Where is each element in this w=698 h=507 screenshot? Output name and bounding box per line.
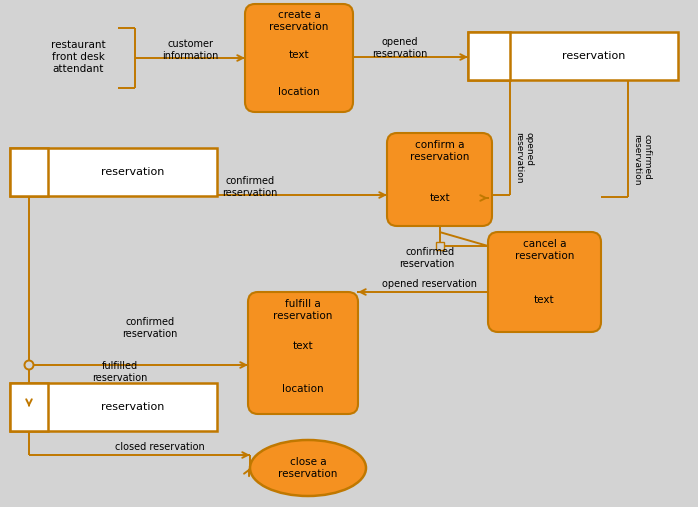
Bar	[468, 32, 678, 80]
Bar	[10, 148, 48, 196]
Text: customer
information: customer information	[162, 39, 218, 61]
Text: reservation: reservation	[101, 167, 164, 177]
Text: text: text	[429, 193, 450, 203]
Bar	[10, 383, 217, 431]
Bar	[10, 383, 48, 431]
Text: restaurant
front desk
attendant: restaurant front desk attendant	[51, 41, 105, 74]
Bar	[468, 32, 510, 80]
Ellipse shape	[250, 440, 366, 496]
Text: opened
reservation: opened reservation	[514, 132, 533, 184]
FancyBboxPatch shape	[248, 292, 358, 414]
Text: confirmed
reservation: confirmed reservation	[632, 134, 651, 186]
Text: confirmed
reservation: confirmed reservation	[222, 176, 278, 198]
Text: location: location	[282, 384, 324, 394]
Text: opened
reservation: opened reservation	[372, 37, 428, 59]
FancyBboxPatch shape	[488, 232, 601, 332]
Text: text: text	[289, 50, 309, 60]
Text: text: text	[534, 295, 555, 305]
Text: cancel a
reservation: cancel a reservation	[515, 239, 574, 261]
Text: confirm a
reservation: confirm a reservation	[410, 140, 469, 162]
Text: confirmed
reservation: confirmed reservation	[122, 317, 178, 339]
Text: close a
reservation: close a reservation	[279, 457, 338, 479]
Text: fulfill a
reservation: fulfill a reservation	[274, 299, 333, 321]
Text: confirmed
reservation: confirmed reservation	[400, 247, 455, 269]
Text: text: text	[292, 341, 313, 351]
Text: closed reservation: closed reservation	[115, 442, 205, 452]
Text: reservation: reservation	[101, 402, 164, 412]
Text: fulfilled
reservation: fulfilled reservation	[92, 361, 148, 383]
Bar	[436, 242, 443, 250]
FancyBboxPatch shape	[245, 4, 353, 112]
Text: location: location	[279, 87, 320, 97]
Text: opened reservation: opened reservation	[383, 279, 477, 289]
Circle shape	[24, 360, 34, 370]
Text: reservation: reservation	[563, 51, 625, 61]
Text: create a
reservation: create a reservation	[269, 10, 329, 32]
Bar	[10, 148, 217, 196]
FancyBboxPatch shape	[387, 133, 492, 226]
